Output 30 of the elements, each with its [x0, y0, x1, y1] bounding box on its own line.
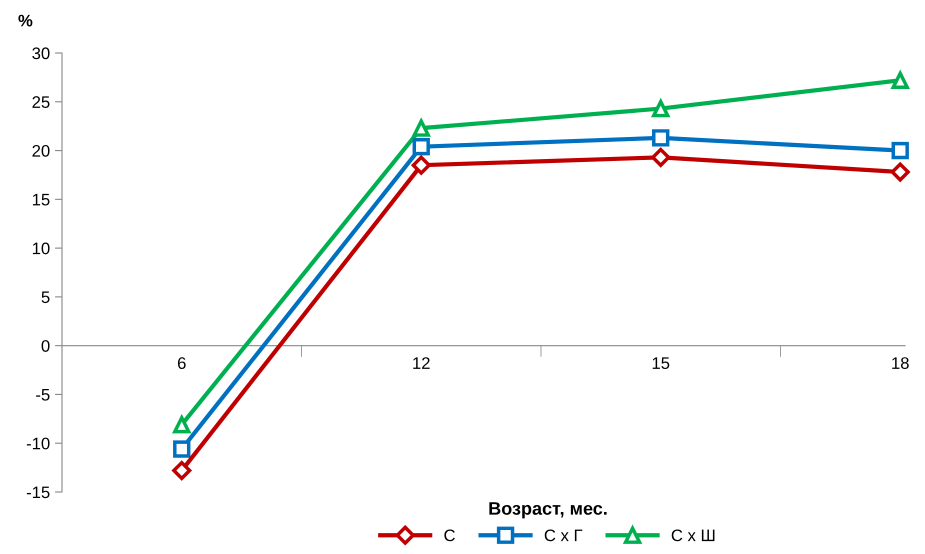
- y-tick-label: 5: [42, 291, 50, 304]
- point: [892, 142, 909, 160]
- y-tick-label: 15: [32, 194, 50, 206]
- y-tick-label: 30: [32, 47, 50, 60]
- point: [652, 100, 670, 118]
- x-tick-label: 6: [178, 357, 186, 370]
- y-tick-label: -10: [26, 438, 50, 450]
- y-tick-label: 25: [32, 96, 50, 108]
- point: [412, 119, 430, 137]
- point: [890, 162, 910, 182]
- point: [173, 440, 190, 458]
- point: [651, 148, 670, 167]
- point: [412, 156, 431, 175]
- y-tick-label: 10: [32, 242, 50, 254]
- x-tick-label: 12: [413, 357, 430, 369]
- x-axis-title: Возраст, мес.: [489, 502, 607, 518]
- legend-label: С: [444, 529, 455, 542]
- legend-label: С х Ш: [672, 529, 714, 542]
- legend-label: С х Г: [544, 529, 582, 542]
- point: [172, 460, 192, 480]
- x-tick-label: 18: [892, 357, 909, 370]
- y-tick-label: -15: [26, 486, 50, 498]
- y-tick-label: -5: [36, 389, 50, 401]
- y-axis-title: %: [18, 14, 32, 26]
- y-tick-label: 0: [42, 340, 50, 352]
- point: [412, 138, 430, 156]
- point: [892, 72, 909, 89]
- y-tick-label: 20: [32, 144, 50, 157]
- point: [652, 129, 670, 147]
- x-tick-label: 15: [652, 357, 670, 370]
